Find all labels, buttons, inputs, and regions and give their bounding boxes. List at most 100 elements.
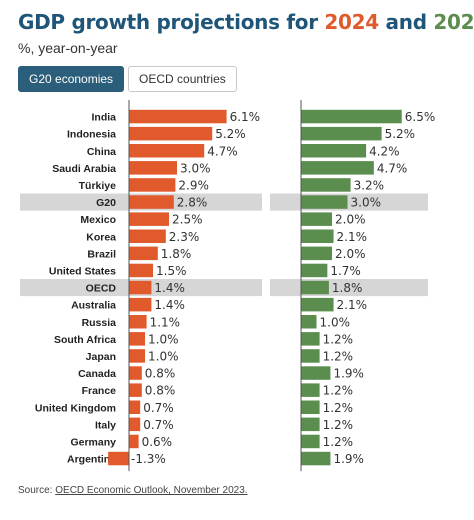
value-label-2025-germany: 1.2% xyxy=(323,435,354,449)
value-label-2025-oecd: 1.8% xyxy=(332,281,363,295)
bar-2024-brazil xyxy=(129,246,158,261)
bar-2024-india xyxy=(129,109,227,124)
title-year-2025: 2025 xyxy=(433,10,474,34)
value-label-2024-saudi-arabia: 3.0% xyxy=(180,161,211,175)
bar-2024-japan xyxy=(129,349,145,363)
category-label-australia: Australia xyxy=(71,300,116,312)
value-label-2025-saudi-arabia: 4.7% xyxy=(377,161,408,175)
bar-2024-italy xyxy=(129,417,141,432)
category-label-united-states: United States xyxy=(49,265,116,277)
category-label-turkiye: Türkiye xyxy=(79,180,117,192)
bar-2024-russia xyxy=(129,315,147,329)
value-label-2024-france: 0.8% xyxy=(145,384,176,398)
category-label-oecd: OECD xyxy=(86,283,117,295)
value-label-2024-oecd: 1.4% xyxy=(154,281,185,295)
bar-2024-canada xyxy=(129,366,142,380)
value-label-2025-italy: 1.2% xyxy=(323,418,354,432)
value-label-2024-g20: 2.8% xyxy=(177,196,208,210)
value-label-2024-united-kingdom: 0.7% xyxy=(143,401,174,415)
value-label-2025-south-africa: 1.2% xyxy=(323,332,354,346)
bar-2024-united-kingdom xyxy=(129,400,141,414)
value-label-2025-india: 6.5% xyxy=(405,110,436,124)
bar-2025-china xyxy=(301,144,367,158)
value-label-2025-argentina: 1.9% xyxy=(333,452,364,466)
bar-2025-italy xyxy=(301,417,320,432)
bar-2024-china xyxy=(129,144,205,158)
value-label-2025-indonesia: 5.2% xyxy=(385,127,416,141)
bar-2025-turkiye xyxy=(301,178,351,192)
bar-2025-canada xyxy=(301,366,331,380)
bar-2025-india xyxy=(301,109,402,124)
value-label-2024-united-states: 1.5% xyxy=(156,264,187,278)
title-year-2024: 2024 xyxy=(324,10,379,34)
category-label-germany: Germany xyxy=(70,436,116,448)
bar-chart: India Indonesia China Saudi Arabia Türkiye G2… xyxy=(20,100,436,472)
value-label-2024-italy: 0.7% xyxy=(143,418,174,432)
value-label-2024-india: 6.1% xyxy=(230,110,261,124)
bar-2024-argentina xyxy=(108,451,129,466)
highlight-band-g20-2025 xyxy=(270,193,428,211)
bar-2024-oecd xyxy=(129,280,152,295)
tab-bar: G20 economies OECD countries xyxy=(18,66,237,92)
bar-2025-saudi-arabia xyxy=(301,161,374,175)
title-and: and xyxy=(378,10,434,34)
bar-2024-indonesia xyxy=(129,126,213,141)
source-prefix: Source: xyxy=(18,485,56,496)
chart-title: GDP growth projections for 2024 and 2025 xyxy=(18,10,474,34)
value-label-2024-canada: 0.8% xyxy=(145,367,176,381)
value-label-2024-south-africa: 1.0% xyxy=(148,332,179,346)
category-label-saudi-arabia: Saudi Arabia xyxy=(52,163,116,175)
bar-2025-oecd xyxy=(301,280,329,295)
value-label-2025-canada: 1.9% xyxy=(333,367,364,381)
category-label-russia: Russia xyxy=(82,317,117,329)
value-label-2024-indonesia: 5.2% xyxy=(215,127,246,141)
category-label-indonesia: Indonesia xyxy=(67,129,116,141)
value-label-2025-australia: 2.1% xyxy=(337,298,368,312)
category-label-canada: Canada xyxy=(78,368,116,380)
value-label-2025-china: 4.2% xyxy=(369,144,400,158)
category-label-france: France xyxy=(82,385,117,397)
tab-oecd-countries[interactable]: OECD countries xyxy=(128,66,237,92)
bar-2024-australia xyxy=(129,297,152,312)
value-label-2025-mexico: 2.0% xyxy=(335,213,366,227)
bar-2025-brazil xyxy=(301,246,332,261)
bar-2024-g20 xyxy=(129,195,174,209)
value-label-2024-russia: 1.1% xyxy=(150,315,181,329)
category-label-korea: Korea xyxy=(86,231,116,243)
category-label-italy: Italy xyxy=(95,419,116,431)
category-label-china: China xyxy=(87,146,116,158)
value-label-2025-russia: 1.0% xyxy=(320,315,351,329)
bar-2025-indonesia xyxy=(301,126,382,141)
value-label-2024-australia: 1.4% xyxy=(154,298,185,312)
value-label-2024-korea: 2.3% xyxy=(169,230,200,244)
bar-2025-south-africa xyxy=(301,332,320,346)
value-label-2025-united-kingdom: 1.2% xyxy=(323,401,354,415)
bar-2025-g20 xyxy=(301,195,348,209)
value-label-2025-g20: 3.0% xyxy=(351,196,382,210)
bar-2025-mexico xyxy=(301,212,332,226)
bar-2024-germany xyxy=(129,434,139,449)
value-label-2025-brazil: 2.0% xyxy=(335,247,366,261)
bar-2024-saudi-arabia xyxy=(129,161,177,175)
category-label-argentina: Argentina xyxy=(67,454,116,466)
category-label-g20: G20 xyxy=(96,197,116,209)
source-link[interactable]: OECD Economic Outlook, November 2023. xyxy=(55,485,248,496)
title-main: GDP growth projections for xyxy=(18,10,325,34)
value-label-2024-china: 4.7% xyxy=(207,144,238,158)
tab-g20-economies[interactable]: G20 economies xyxy=(18,66,125,92)
bar-2025-argentina xyxy=(301,451,331,466)
category-label-south-africa: South Africa xyxy=(54,334,116,346)
bar-2025-japan xyxy=(301,349,320,363)
value-label-2024-japan: 1.0% xyxy=(148,349,179,363)
value-label-2025-united-states: 1.7% xyxy=(330,264,361,278)
value-label-2024-argentina: -1.3% xyxy=(131,452,166,466)
bar-2024-mexico xyxy=(129,212,169,226)
category-label-brazil: Brazil xyxy=(87,248,116,260)
bar-2025-australia xyxy=(301,297,334,312)
bar-2025-united-states xyxy=(301,263,328,278)
bar-2024-france xyxy=(129,383,142,397)
value-label-2025-korea: 2.1% xyxy=(337,230,368,244)
value-label-2025-france: 1.2% xyxy=(323,384,354,398)
bar-2024-turkiye xyxy=(129,178,176,192)
category-label-japan: Japan xyxy=(86,351,116,363)
